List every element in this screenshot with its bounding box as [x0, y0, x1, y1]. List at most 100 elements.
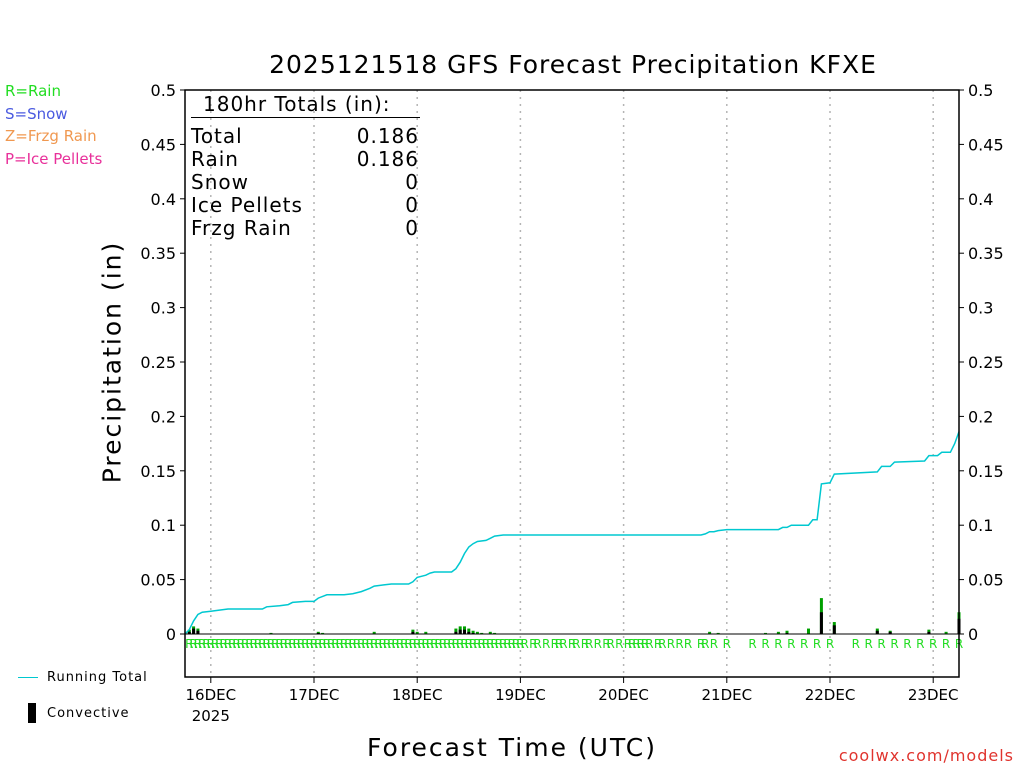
y-tick-label-right: 0.1: [968, 516, 993, 535]
totals-row-total: Total 0.186: [191, 124, 419, 148]
y-tick-label-left: 0.25: [140, 353, 176, 372]
ptype-marker-rain: R: [417, 637, 425, 651]
ptype-marker-rain: R: [813, 637, 821, 651]
ptype-marker-rain: R: [280, 637, 288, 651]
y-tick-label-right: 0.25: [968, 353, 1004, 372]
convective-bar: [316, 632, 320, 634]
ptype-marker-rain: R: [607, 637, 615, 651]
y-tick-label-left: 0.3: [151, 299, 176, 318]
ptype-marker-rain: R: [422, 637, 430, 651]
x-tick-label: 22DEC: [805, 686, 856, 704]
precip-bar: [415, 631, 419, 634]
precip-bar: [785, 630, 789, 634]
totals-heading: 180hr Totals (in):: [203, 92, 391, 116]
plot-frame: [184, 89, 960, 678]
ptype-marker-rain: R: [460, 637, 468, 651]
ptype-marker-rain: R: [787, 637, 795, 651]
convective-bar: [187, 631, 191, 634]
ptype-marker-rain: R: [542, 637, 550, 651]
totals-value: 0: [405, 170, 419, 194]
ptype-marker-rain: R: [826, 637, 834, 651]
ptype-marker-rain: R: [361, 637, 369, 651]
convective-bar: [458, 629, 462, 634]
ptype-marker-rain: R: [615, 637, 623, 651]
ptype-marker-rain: R: [748, 637, 756, 651]
convective-bar: [454, 631, 458, 634]
ptype-marker-rain: R: [258, 637, 266, 651]
ptype-marker-rain: R: [469, 637, 477, 651]
ptype-marker-rain: R: [404, 637, 412, 651]
ptype-marker-rain: R: [529, 637, 537, 651]
x-tick-label: 16DEC: [186, 686, 237, 704]
totals-label: Total: [191, 124, 243, 148]
ptype-marker-rain: R: [228, 637, 236, 651]
convective-bar: [196, 630, 200, 634]
ptype-marker-rain: R: [594, 637, 602, 651]
ptype-marker-rain: R: [482, 637, 490, 651]
totals-row-freezing-rain: Frzg Rain 0: [191, 216, 419, 240]
convective-bar: [471, 632, 475, 634]
ptype-marker-rain: R: [245, 637, 253, 651]
ptype-marker-rain: R: [495, 637, 503, 651]
ptype-marker-rain: R: [478, 637, 486, 651]
ptype-marker-rain: R: [254, 637, 262, 651]
y-tick-label-left: 0.35: [140, 244, 176, 263]
watermark-link[interactable]: coolwx.com/models: [838, 746, 1014, 765]
ptype-marker-rain: R: [207, 637, 215, 651]
x-tick-label: 18DEC: [392, 686, 443, 704]
totals-value: 0.186: [356, 147, 419, 171]
totals-value: 0.186: [356, 124, 419, 148]
ptype-marker-rain: R: [516, 637, 524, 651]
totals-label: Snow: [191, 170, 249, 194]
precip-bar: [716, 632, 720, 634]
y-tick-label-right: 0.05: [968, 571, 1004, 590]
precip-bar: [475, 631, 479, 634]
x-tick-label: 19DEC: [495, 686, 546, 704]
ptype-marker-rain: R: [512, 637, 520, 651]
precip-bar: [488, 631, 492, 634]
totals-label: Rain: [191, 147, 239, 171]
y-tick-label-right: 0.2: [968, 407, 993, 426]
ptype-marker-rain: R: [323, 637, 331, 651]
convective-legend-swatch: [28, 703, 36, 723]
ptype-marker-rain: R: [486, 637, 494, 651]
ptype-marker-rain: R: [331, 637, 339, 651]
ptype-marker-rain: R: [890, 637, 898, 651]
ptype-marker-rain: R: [658, 637, 666, 651]
ptype-marker-rain: R: [645, 637, 653, 651]
ptype-marker-rain: R: [667, 637, 675, 651]
ptype-marker-rain: R: [344, 637, 352, 651]
x-tick-label: 20DEC: [598, 686, 649, 704]
legend-freezing-rain: Z=Frzg Rain: [5, 127, 97, 145]
ptype-marker-rain: R: [297, 637, 305, 651]
ptype-marker-rain: R: [499, 637, 507, 651]
y-tick-label-right: 0: [968, 625, 978, 644]
totals-label: Ice Pellets: [191, 193, 303, 217]
ptype-marker-rain: R: [198, 637, 206, 651]
convective-bar: [411, 631, 415, 634]
ptype-marker-rain: R: [237, 637, 245, 651]
ptype-marker-rain: R: [435, 637, 443, 651]
convective-bar: [467, 631, 471, 634]
ptype-marker-rain: R: [357, 637, 365, 651]
ptype-marker-rain: R: [503, 637, 511, 651]
ptype-marker-rain: R: [723, 637, 731, 651]
precip-bar: [480, 632, 484, 634]
y-axis-ticks: 0 00.05 0.050.1 0.10.15 0.150.2 0.20.25 0.250.…: [140, 81, 1003, 644]
x-axis-label: Forecast Time (UTC): [367, 733, 657, 762]
precip-bar: [807, 628, 810, 634]
ptype-marker-rain: R: [701, 637, 709, 651]
convective-bar: [927, 631, 931, 634]
ptype-marker-rain: R: [185, 637, 193, 651]
ptype-marker-rain: R: [774, 637, 782, 651]
ptype-marker-rain: R: [189, 637, 197, 651]
x-axis-ticks: 16DEC 17DEC 18DEC 19DEC 20DEC 21DEC 22DEC 23DEC…: [186, 677, 958, 725]
y-tick-label-right: 0.35: [968, 244, 1004, 263]
totals-label: Frzg Rain: [191, 216, 292, 240]
convective-bar: [785, 632, 789, 634]
y-axis-label: Precipitation (in): [97, 240, 127, 484]
ptype-marker-rain: R: [473, 637, 481, 651]
ptype-marker-rain: R: [903, 637, 911, 651]
precip-bar: [454, 628, 458, 634]
ptype-marker-rain: R: [194, 637, 202, 651]
